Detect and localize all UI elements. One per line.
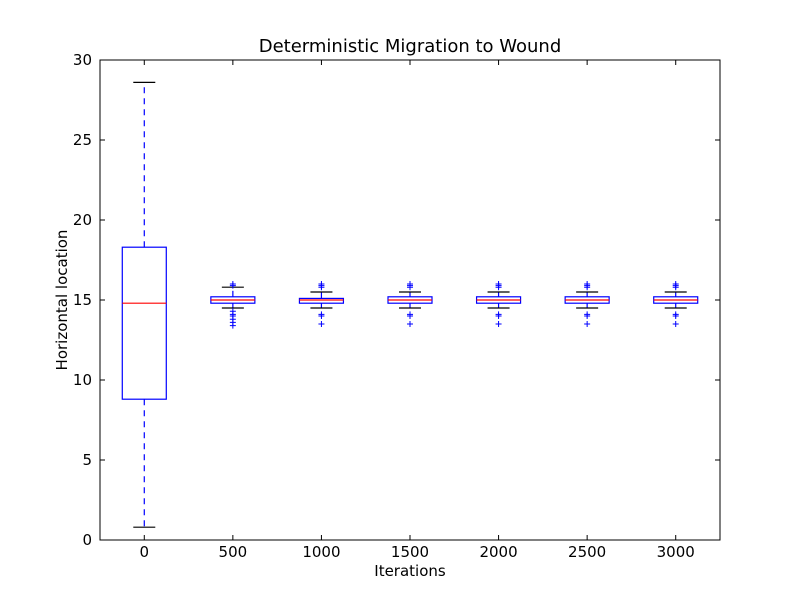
y-tick-label: 25 [73, 131, 92, 149]
outlier-marker [495, 321, 502, 327]
outlier-marker [407, 281, 413, 287]
x-tick-label: 3000 [657, 543, 695, 561]
y-tick-label: 0 [82, 531, 92, 549]
y-tick-label: 30 [73, 51, 92, 69]
box-group-0 [121, 81, 167, 528]
outlier-marker [584, 311, 591, 318]
y-axis-label: Horizontal location [53, 230, 71, 371]
box-group-500 [210, 281, 256, 329]
ticks-layer: 0 500 1000 1500 2000 2500 3000 0 5 10 15 20 25 30 [73, 51, 720, 561]
box-group-2000 [475, 281, 522, 327]
x-tick-label: 2000 [479, 543, 517, 561]
y-tick-label: 20 [73, 211, 92, 229]
outlier-marker [229, 281, 236, 287]
outlier-marker [318, 321, 325, 327]
x-tick-label: 0 [140, 543, 150, 561]
outlier-marker [672, 311, 679, 318]
boxes-layer [121, 81, 699, 528]
outlier-marker [672, 321, 679, 327]
iqr-box [298, 297, 345, 304]
outlier-marker [672, 281, 679, 287]
outlier-marker [495, 281, 502, 287]
outlier-marker [584, 321, 591, 327]
x-tick-label: 1500 [391, 543, 429, 561]
box-group-1500 [387, 281, 433, 327]
y-tick-label: 5 [82, 451, 92, 469]
box-group-3000 [653, 281, 699, 327]
box-group-1000 [298, 281, 345, 327]
outlier-marker [318, 281, 325, 287]
x-axis-label: Iterations [374, 562, 446, 580]
y-tick-label: 10 [73, 371, 92, 389]
outlier-marker [495, 311, 502, 318]
x-tick-label: 1000 [302, 543, 340, 561]
box-group-2500 [564, 281, 610, 327]
outlier-marker [229, 308, 236, 315]
chart-title: Deterministic Migration to Wound [259, 36, 562, 57]
x-tick-label: 500 [219, 543, 248, 561]
iqr-box [121, 246, 167, 400]
outlier-marker [318, 311, 325, 318]
outlier-marker [407, 321, 413, 327]
y-tick-label: 15 [73, 291, 92, 309]
x-tick-label: 2500 [568, 543, 606, 561]
outlier-marker [407, 311, 413, 318]
outlier-marker [584, 281, 591, 287]
